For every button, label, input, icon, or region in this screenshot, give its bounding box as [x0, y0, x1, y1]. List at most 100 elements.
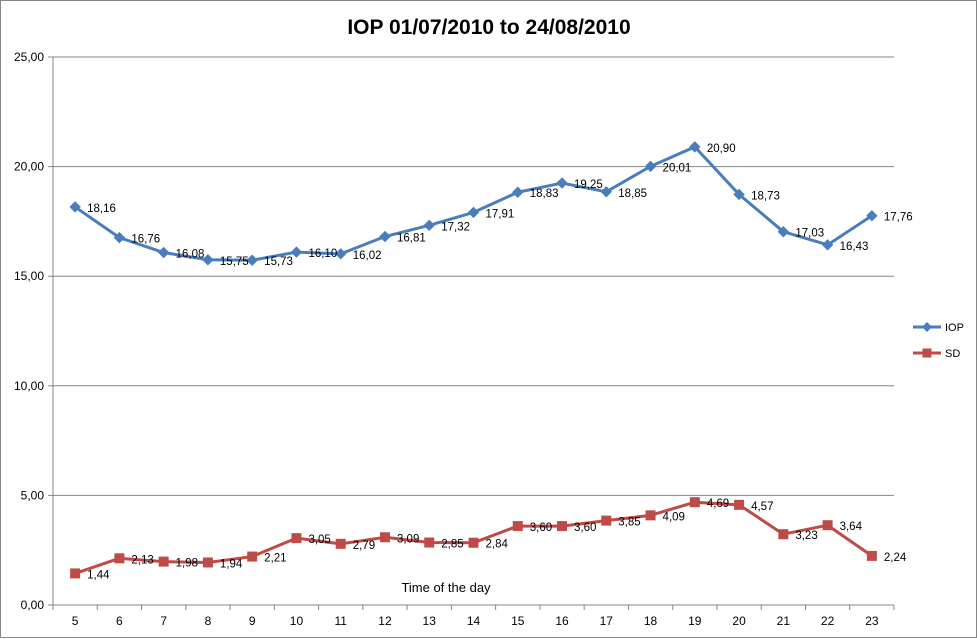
data-label-sd: 3,60 [530, 522, 552, 534]
point-sd [202, 557, 213, 568]
point-iop [157, 246, 170, 259]
data-label-sd: 2,21 [264, 553, 286, 565]
y-tick-label: 5,00 [21, 488, 45, 502]
x-tick-label: 11 [334, 614, 347, 628]
data-labels: 18,16 16,76 16,08 15,75 15,73 16,10 16,02 16,81… [87, 143, 913, 582]
data-label-iop: 17,32 [441, 221, 470, 233]
point-sd [557, 521, 568, 532]
legend-marker-iop [922, 322, 932, 332]
x-tick-label: 23 [865, 614, 879, 628]
point-iop [113, 231, 126, 244]
point-iop [821, 239, 834, 251]
point-sd [468, 537, 479, 548]
chart-title: IOP 01/07/2010 to 24/08/2010 [347, 16, 630, 39]
point-iop [379, 230, 391, 243]
data-label-iop: 17,91 [486, 208, 515, 220]
data-label-iop: 17,76 [884, 212, 913, 224]
data-label-iop: 20,01 [663, 162, 692, 174]
data-label-iop: 16,76 [131, 234, 160, 246]
data-label-sd: 2,85 [441, 539, 463, 551]
x-tick-label: 9 [249, 614, 256, 628]
point-sd [291, 533, 302, 544]
data-label-iop: 20,90 [707, 143, 736, 155]
point-iop [866, 209, 878, 222]
x-tick-label: 6 [116, 614, 123, 628]
data-label-sd: 2,79 [353, 540, 375, 552]
x-tick-label: 12 [378, 614, 392, 628]
x-tick-label: 8 [205, 614, 212, 628]
y-tick-label: 20,00 [14, 160, 44, 174]
legend: IOP SD [913, 322, 964, 360]
point-sd [734, 499, 745, 510]
data-label-sd: 3,64 [840, 521, 863, 533]
y-tick-label: 10,00 [14, 379, 44, 393]
point-iop [600, 186, 612, 198]
x-tick-label: 22 [821, 614, 835, 628]
data-label-iop: 18,83 [530, 188, 559, 200]
data-label-sd: 4,69 [707, 498, 729, 510]
x-axis-title: Time of the day [401, 580, 491, 595]
point-iop [423, 219, 435, 232]
point-iop [733, 188, 745, 201]
x-tick-label: 15 [511, 614, 525, 628]
point-iop [689, 141, 701, 153]
point-sd [424, 537, 435, 548]
legend-marker-sd [922, 348, 932, 358]
point-iop [246, 254, 258, 266]
point-sd [335, 538, 346, 549]
x-tick-label: 14 [467, 614, 481, 628]
point-sd [689, 497, 700, 508]
point-sd [822, 520, 833, 531]
data-label-iop: 18,85 [618, 188, 647, 200]
point-sd [866, 550, 877, 561]
point-iop [335, 248, 347, 260]
data-label-sd: 4,09 [663, 511, 685, 523]
point-iop [777, 225, 790, 238]
legend-label-iop: IOP [945, 322, 964, 334]
data-label-sd: 4,57 [751, 501, 773, 513]
point-iop [512, 186, 524, 198]
point-iop [202, 254, 214, 266]
point-sd [645, 510, 656, 521]
data-label-sd: 3,09 [397, 533, 419, 545]
point-iop [644, 160, 657, 173]
point-iop [556, 177, 568, 189]
data-label-iop: 17,03 [795, 228, 824, 240]
data-label-sd: 3,85 [618, 517, 640, 529]
point-sd [70, 568, 81, 579]
grid-lines [53, 56, 894, 496]
x-tick-label: 21 [777, 614, 791, 628]
point-sd [158, 556, 169, 567]
y-tick-label: 15,00 [14, 269, 44, 283]
x-tick-label: 16 [555, 614, 569, 628]
x-tick-label: 17 [600, 614, 614, 628]
data-label-sd: 1,94 [220, 558, 243, 570]
point-sd [247, 551, 258, 562]
point-iop [467, 206, 480, 219]
x-tick-label: 18 [644, 614, 658, 628]
series-group [69, 141, 878, 579]
x-tick-label: 20 [732, 614, 746, 628]
data-label-sd: 2,13 [131, 554, 153, 566]
point-iop [69, 201, 81, 213]
point-sd [379, 532, 390, 543]
point-iop [290, 246, 303, 258]
data-label-iop: 18,73 [751, 190, 780, 202]
data-label-sd: 3,23 [795, 530, 817, 542]
series-line-iop [74, 145, 873, 262]
point-sd [512, 521, 523, 532]
data-label-sd: 1,44 [87, 569, 110, 581]
legend-label-sd: SD [945, 348, 960, 360]
data-label-sd: 1,98 [176, 558, 198, 570]
y-tick-label: 25,00 [14, 50, 44, 64]
data-label-iop: 16,10 [308, 248, 337, 260]
data-label-iop: 16,08 [176, 249, 205, 261]
x-tick-label: 5 [72, 614, 79, 628]
y-tick-label: 0,00 [21, 598, 45, 612]
data-label-sd: 3,05 [308, 534, 330, 546]
x-tick-label: 13 [423, 614, 437, 628]
data-label-iop: 16,02 [353, 250, 382, 262]
axes: 0,00 5,00 10,00 15,00 20,00 25,00 5 6 7 8 9 10 11 12 1… [14, 50, 895, 628]
point-sd [601, 515, 612, 526]
